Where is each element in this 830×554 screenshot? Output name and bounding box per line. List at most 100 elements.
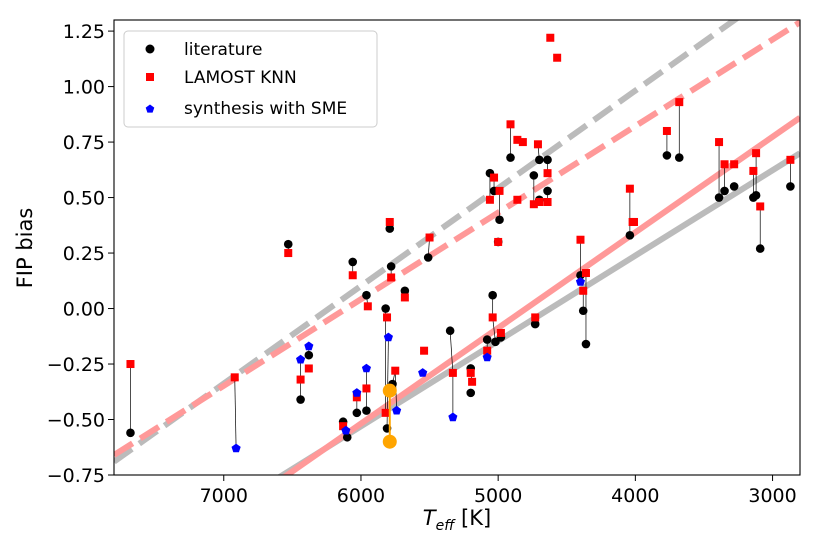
point-synthesis-with-sme-2 <box>304 341 314 351</box>
point-literature-13 <box>386 262 396 271</box>
point-lamost-knn-15 <box>400 293 409 302</box>
point-synthesis-with-sme-7 <box>392 405 402 415</box>
point-literature-37 <box>581 339 591 349</box>
point-lamost-knn-25 <box>494 237 503 246</box>
point-lamost-knn-40 <box>576 235 585 244</box>
connector-19 <box>449 330 454 373</box>
point-lamost-knn-20 <box>468 377 477 386</box>
legend-label-literature: literature <box>184 40 263 60</box>
point-lamost-knn-3 <box>296 375 305 384</box>
point-lamost-knn-17 <box>425 233 434 242</box>
x-axis-label-sub: eff <box>436 518 457 534</box>
point-lamost-knn-12 <box>385 217 394 226</box>
point-lamost-knn-39 <box>553 53 562 62</box>
point-lamost-knn-33 <box>531 313 540 322</box>
point-synthesis-with-sme-5 <box>361 363 371 373</box>
legend: literature LAMOST KNN synthesis with SME <box>123 30 378 128</box>
point-literature-28 <box>506 153 515 162</box>
point-lamost-knn-8 <box>362 384 371 393</box>
point-lamost-knn-34 <box>533 140 542 149</box>
point-literature-3 <box>304 350 314 360</box>
point-lamost-knn-30 <box>513 135 522 144</box>
point-literature-30 <box>530 319 540 329</box>
point-literature-29 <box>529 171 539 180</box>
y-tick-label-5: 0.50 <box>63 188 105 210</box>
point-lamost-knn-41 <box>579 286 588 295</box>
x-axis-label-unit: [K] <box>454 506 491 530</box>
point-literature-42 <box>720 186 729 196</box>
trend-line-3 <box>281 115 800 475</box>
point-lamost-knn-7 <box>352 393 361 402</box>
point-lamost-knn-38 <box>546 33 555 42</box>
point-literature-15 <box>400 286 410 296</box>
point-lamost-knn-47 <box>675 98 684 107</box>
y-tick-label-3: 0.00 <box>63 299 105 321</box>
highlight-point-1 <box>382 434 397 449</box>
highlight-point-0 <box>382 383 397 398</box>
point-lamost-knn-27 <box>496 328 505 337</box>
point-literature-45 <box>751 191 761 200</box>
point-synthesis-with-sme-11 <box>575 277 585 286</box>
point-lamost-knn-52 <box>752 149 761 158</box>
x-tick-label-3: 4000 <box>611 485 659 507</box>
point-lamost-knn-6 <box>348 271 357 280</box>
x-axis-ticks: 7000 6000 5000 4000 3000 <box>200 475 797 507</box>
point-lamost-knn-49 <box>720 160 729 169</box>
point-literature-31 <box>535 155 544 165</box>
point-synthesis-with-sme-8 <box>418 368 428 377</box>
point-literature-22 <box>488 290 497 300</box>
point-lamost-knn-13 <box>387 273 396 282</box>
point-literature-12 <box>385 224 395 233</box>
point-literature-38 <box>625 230 635 240</box>
trend-line-1 <box>114 20 800 458</box>
point-lamost-knn-43 <box>625 184 634 193</box>
point-lamost-knn-32 <box>529 200 538 209</box>
point-literature-43 <box>729 182 739 191</box>
point-literature-9 <box>362 406 371 415</box>
highlight-points <box>382 383 397 449</box>
point-synthesis-with-sme-3 <box>341 425 351 435</box>
point-lamost-knn-54 <box>786 155 795 164</box>
point-lamost-knn-22 <box>485 195 494 204</box>
legend-box <box>123 30 378 128</box>
data-points <box>126 33 795 453</box>
y-tick-label-8: 1.25 <box>63 21 105 43</box>
x-tick-label-4: 3000 <box>748 485 796 507</box>
point-synthesis-with-sme-9 <box>448 412 458 422</box>
point-lamost-knn-23 <box>488 313 497 322</box>
legend-marker-lamost-knn <box>146 73 154 81</box>
point-lamost-knn-37 <box>543 169 552 178</box>
point-literature-41 <box>714 193 724 202</box>
y-axis-ticks: −0.75 −0.50 −0.25 0.00 0.25 0.50 0.75 1.00 1.25 <box>47 21 114 487</box>
point-literature-47 <box>786 182 795 191</box>
point-lamost-knn-16 <box>420 346 429 355</box>
point-literature-0 <box>126 428 135 438</box>
point-literature-19 <box>466 388 476 398</box>
legend-label-lamost-knn: LAMOST KNN <box>184 68 297 88</box>
point-lamost-knn-5 <box>339 422 348 431</box>
point-lamost-knn-14 <box>391 366 400 375</box>
point-literature-8 <box>362 290 371 300</box>
point-synthesis-with-sme-4 <box>352 388 362 397</box>
point-lamost-knn-21 <box>483 346 492 355</box>
point-literature-6 <box>348 257 358 267</box>
y-tick-label-4: 0.25 <box>63 243 105 265</box>
point-literature-17 <box>445 326 455 336</box>
connector-1 <box>234 377 237 449</box>
point-literature-46 <box>755 244 765 253</box>
point-lamost-knn-28 <box>506 120 515 129</box>
point-lamost-knn-18 <box>448 368 457 377</box>
point-literature-40 <box>674 153 684 162</box>
y-tick-label-1: −0.50 <box>47 410 105 432</box>
point-lamost-knn-10 <box>381 408 390 417</box>
point-lamost-knn-35 <box>535 198 544 206</box>
x-tick-label-1: 6000 <box>337 485 385 507</box>
point-literature-5 <box>342 432 352 442</box>
point-synthesis-with-sme-6 <box>383 332 393 342</box>
point-lamost-knn-26 <box>495 186 504 195</box>
point-literature-20 <box>482 335 492 344</box>
point-lamost-knn-24 <box>490 173 499 182</box>
x-axis-label-main: T <box>423 506 438 530</box>
point-literature-34 <box>543 155 552 165</box>
legend-marker-literature <box>145 44 155 54</box>
